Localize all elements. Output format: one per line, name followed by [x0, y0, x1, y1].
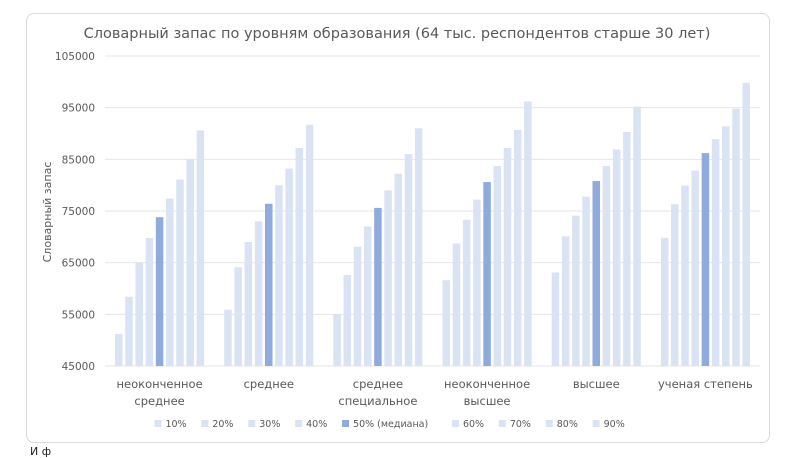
legend-swatch — [592, 420, 600, 427]
bar — [462, 219, 471, 366]
legend-label: 70% — [510, 419, 531, 430]
bar — [166, 198, 174, 366]
legend-label: 20% — [212, 419, 233, 430]
chart-title: Словарный запас по уровням образования (… — [84, 26, 711, 42]
y-tick-label: 85000 — [62, 154, 95, 166]
bar — [115, 333, 123, 366]
legend-swatch — [451, 420, 459, 427]
bar — [186, 159, 194, 366]
bar — [701, 153, 710, 366]
bar — [145, 237, 154, 366]
bar — [592, 181, 600, 366]
bar — [353, 246, 362, 366]
bar — [524, 101, 532, 366]
y-tick-labels: 45000 55000 65000 75000 85000 95000 105000 — [55, 51, 95, 373]
legend: 10% 20% 30% 40% 50% (медиана) 60% 70% 80% 90% — [154, 419, 625, 430]
bar — [176, 179, 184, 366]
x-tick-labels: неоконченное среднее среднее среднее специал… — [117, 377, 754, 408]
bars — [115, 82, 750, 367]
bar — [234, 267, 242, 366]
footer-text: И ф — [30, 445, 52, 458]
bar — [244, 242, 253, 366]
legend-label: 30% — [259, 419, 280, 430]
legend-label: 50% (медиана) — [353, 419, 428, 430]
bar — [473, 199, 481, 366]
bar — [623, 131, 631, 366]
bar — [135, 262, 143, 366]
legend-swatch — [248, 420, 256, 427]
x-tick-label: ученая степень — [658, 377, 753, 391]
bar — [513, 129, 522, 366]
legend-swatch — [342, 420, 350, 427]
bar — [582, 196, 590, 366]
x-tick-label: высшее — [573, 377, 620, 391]
bar — [722, 126, 730, 367]
legend-label: 80% — [557, 419, 578, 430]
bar — [483, 182, 491, 366]
y-tick-label: 45000 — [62, 361, 95, 373]
x-tick-label: среднее — [244, 377, 294, 391]
bar — [224, 309, 232, 366]
x-tick-label: среднее специальное — [338, 377, 417, 408]
x-tick-label: неоконченное среднее — [117, 377, 203, 408]
legend-swatch — [498, 420, 506, 427]
legend-swatch — [545, 420, 553, 427]
bar — [295, 147, 304, 366]
x-tick-label: неоконченное высшее — [444, 377, 530, 408]
bar — [561, 236, 570, 366]
legend-label: 60% — [463, 419, 484, 430]
bar — [633, 106, 641, 366]
bar — [452, 243, 461, 366]
bar — [442, 280, 451, 366]
bar — [374, 207, 382, 366]
bar — [394, 173, 403, 366]
bar — [155, 217, 164, 366]
bar — [572, 215, 580, 366]
legend-swatch — [295, 420, 303, 427]
bar — [602, 166, 611, 366]
bar — [254, 221, 263, 366]
bar — [691, 170, 699, 366]
bar — [125, 296, 133, 366]
bar — [671, 204, 679, 366]
bar — [384, 190, 392, 366]
y-tick-label: 55000 — [62, 309, 95, 321]
bar — [681, 185, 689, 366]
bar — [414, 128, 423, 366]
bar — [551, 272, 560, 366]
legend-label: 10% — [165, 419, 186, 430]
y-tick-label: 95000 — [62, 103, 95, 115]
legend-label: 90% — [604, 419, 625, 430]
bar — [285, 168, 293, 366]
y-tick-label: 75000 — [62, 206, 95, 218]
bar — [343, 275, 352, 366]
bar — [711, 139, 720, 366]
bar — [612, 149, 621, 366]
legend-label: 40% — [306, 419, 327, 430]
bar — [275, 185, 283, 366]
bar — [493, 166, 502, 366]
bar — [265, 203, 273, 366]
y-tick-label: 105000 — [55, 51, 95, 63]
legend-swatch — [201, 420, 209, 427]
bar — [305, 124, 314, 366]
bar — [404, 154, 413, 366]
bar — [660, 237, 669, 366]
y-axis-title: Словарный запас — [41, 162, 54, 263]
bar — [742, 82, 750, 366]
bar — [363, 226, 372, 366]
legend-swatch — [154, 420, 162, 427]
gridlines — [105, 55, 760, 367]
bar — [333, 314, 341, 366]
bar — [196, 130, 205, 366]
bar — [503, 147, 512, 366]
bar — [732, 108, 740, 366]
y-tick-label: 65000 — [62, 258, 95, 270]
